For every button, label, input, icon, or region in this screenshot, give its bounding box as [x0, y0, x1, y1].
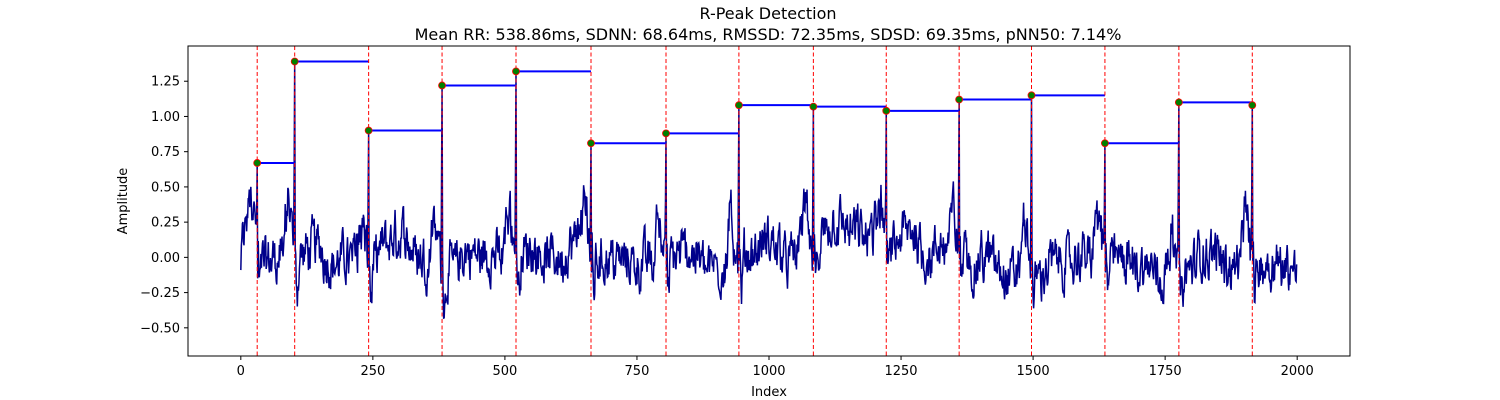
peak-line-layer	[256, 46, 1253, 356]
x-tick-label: 0	[237, 364, 245, 379]
r-peak-marker	[587, 139, 595, 148]
r-peak-marker	[1174, 98, 1183, 107]
y-tick-label: 1.25	[151, 75, 180, 90]
x-axis: 0 250 500 750 1000 1250 1500 1750 2000	[237, 356, 1314, 379]
x-tick-label: 1750	[1149, 364, 1182, 379]
y-tick-label: 0.00	[151, 251, 180, 266]
r-peak-marker	[734, 101, 743, 110]
r-peak-marker	[290, 57, 299, 66]
y-tick-label: 1.00	[151, 110, 180, 125]
r-peak-marker	[882, 106, 891, 115]
r-peak-marker	[955, 95, 964, 104]
r-peak-marker	[438, 81, 446, 90]
r-peak-marker	[512, 67, 520, 76]
x-tick-label: 250	[360, 364, 385, 379]
y-tick-label: 0.75	[151, 145, 180, 160]
r-peak-marker	[364, 126, 373, 135]
r-peak-marker	[1101, 139, 1109, 148]
r-peak-marker	[1248, 101, 1257, 110]
signal-layer	[240, 61, 1298, 320]
r-peak-marker	[253, 159, 262, 167]
x-tick-label: 500	[492, 364, 517, 379]
x-tick-label: 750	[625, 364, 650, 379]
chart-title: R-Peak Detection	[699, 4, 836, 23]
r-peak-marker	[662, 129, 670, 138]
r-peak-marker	[809, 102, 818, 111]
r-peak-marker	[1027, 91, 1036, 100]
plot-frame	[187, 45, 1351, 357]
y-tick-label: −0.25	[140, 286, 180, 301]
y-axis: −0.50 −0.25 0.00 0.25 0.50 0.75 1.00 1.25	[140, 75, 188, 336]
y-tick-label: 0.50	[151, 180, 180, 195]
x-tick-label: 1000	[752, 364, 785, 379]
rr-segment-layer	[257, 60, 1253, 164]
ecg-signal-line	[240, 61, 1298, 320]
y-tick-label: −0.50	[140, 321, 180, 336]
x-tick-label: 1500	[1017, 364, 1050, 379]
peak-marker-layer	[253, 57, 1257, 167]
y-tick-label: 0.25	[151, 216, 180, 231]
x-tick-label: 2000	[1281, 364, 1314, 379]
x-axis-label: Index	[751, 385, 787, 400]
y-axis-label: Amplitude	[116, 168, 131, 235]
x-tick-label: 1250	[884, 364, 917, 379]
chart-subtitle: Mean RR: 538.86ms, SDNN: 68.64ms, RMSSD:…	[415, 25, 1122, 44]
